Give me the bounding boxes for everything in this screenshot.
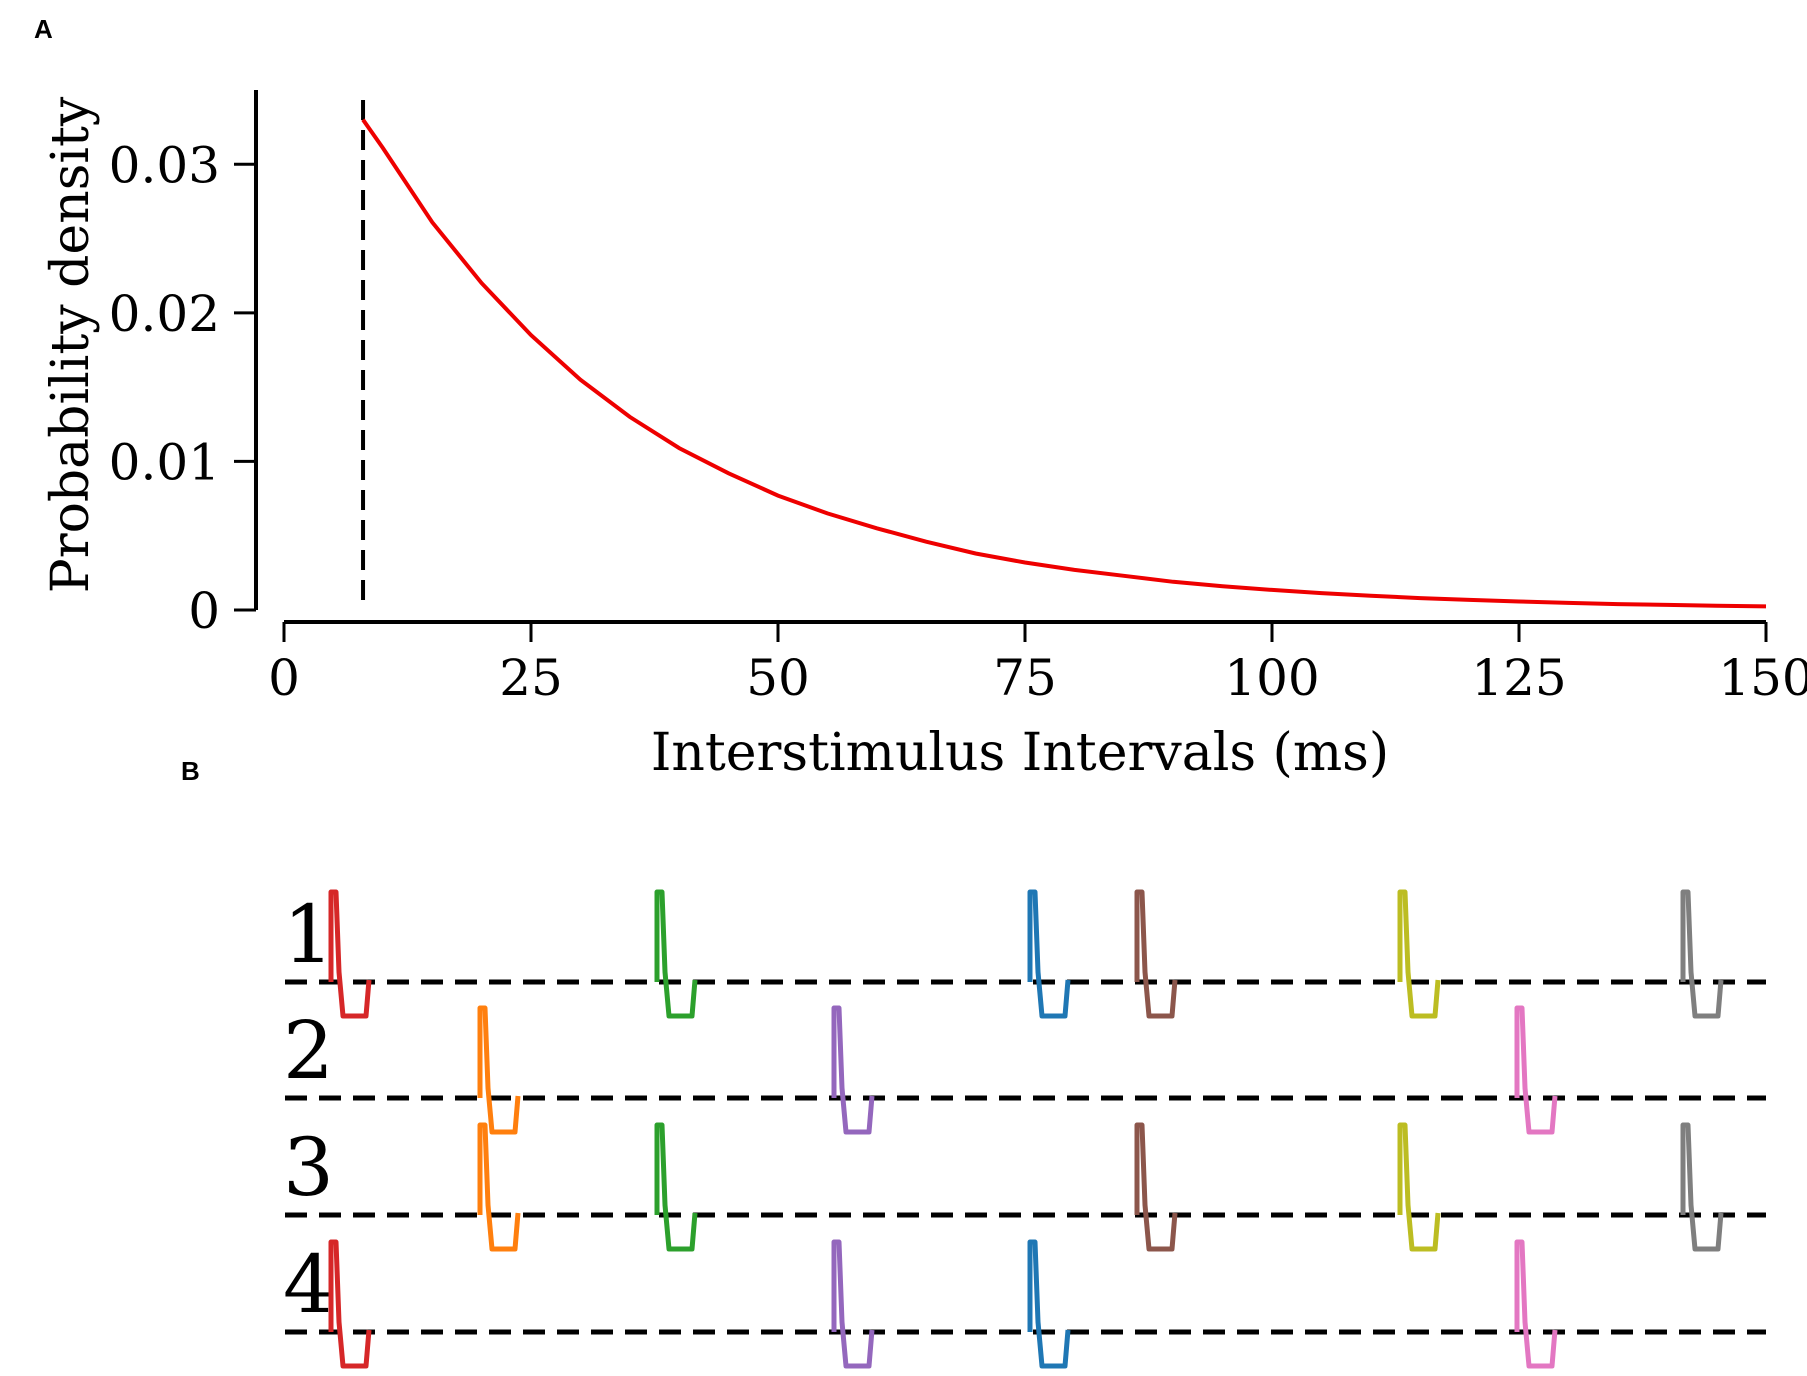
x-tick-label: 0	[268, 649, 300, 707]
stimulus-pulse	[1027, 889, 1071, 1019]
trial-row-label: 2	[283, 1004, 334, 1097]
panel-a-label: A	[34, 14, 53, 44]
x-ticks: 0 25 50 75 100 125 150	[268, 622, 1807, 707]
stimulus-pulse	[831, 1005, 875, 1135]
probability-density-chart: 0 0.01 0.02 0.03 0 25 50 75 100 125 150 Probabili…	[41, 90, 1807, 783]
y-ticks: 0 0.01 0.02 0.03	[109, 136, 256, 640]
stimulus-pulse	[1397, 889, 1441, 1019]
stimulus-pulse	[1134, 1122, 1178, 1252]
trial-row-label: 1	[283, 888, 334, 981]
stimulus-pulse	[1680, 889, 1724, 1019]
x-tick-label: 100	[1224, 649, 1319, 707]
x-axis-label: Interstimulus Intervals (ms)	[651, 723, 1389, 783]
stimulus-pulse	[328, 1239, 372, 1369]
stimulus-pulse	[831, 1239, 875, 1369]
stimulus-pulse	[328, 889, 372, 1019]
stimulus-pulse	[1680, 1122, 1724, 1252]
x-tick-label: 125	[1471, 649, 1566, 707]
trial-row-label: 3	[283, 1121, 334, 1214]
x-tick-label: 75	[993, 649, 1057, 707]
x-tick-label: 150	[1718, 649, 1807, 707]
stimulus-pulse	[1397, 1122, 1441, 1252]
x-tick-label: 25	[499, 649, 563, 707]
stimulus-pulse	[477, 1005, 521, 1135]
panel-b-label: B	[181, 756, 200, 786]
stimulus-pulse	[1514, 1239, 1558, 1369]
stimulus-pulse	[1027, 1239, 1071, 1369]
density-curve	[361, 118, 1767, 609]
y-tick-label: 0.01	[109, 433, 220, 491]
stimulus-pulse	[477, 1122, 521, 1252]
y-tick-label: 0.03	[109, 136, 220, 194]
y-tick-label: 0.02	[109, 285, 220, 343]
stimulus-train-chart: 1 2 3 4	[283, 888, 1766, 1369]
stimulus-pulse	[1134, 889, 1178, 1019]
stimulus-pulse	[1514, 1005, 1558, 1135]
y-tick-label: 0	[188, 582, 220, 640]
trial-row-label: 4	[283, 1238, 334, 1331]
stimulus-pulse	[654, 1122, 698, 1252]
stimulus-pulse	[654, 889, 698, 1019]
x-tick-label: 50	[746, 649, 810, 707]
y-axis-label: Probability density	[41, 96, 101, 593]
